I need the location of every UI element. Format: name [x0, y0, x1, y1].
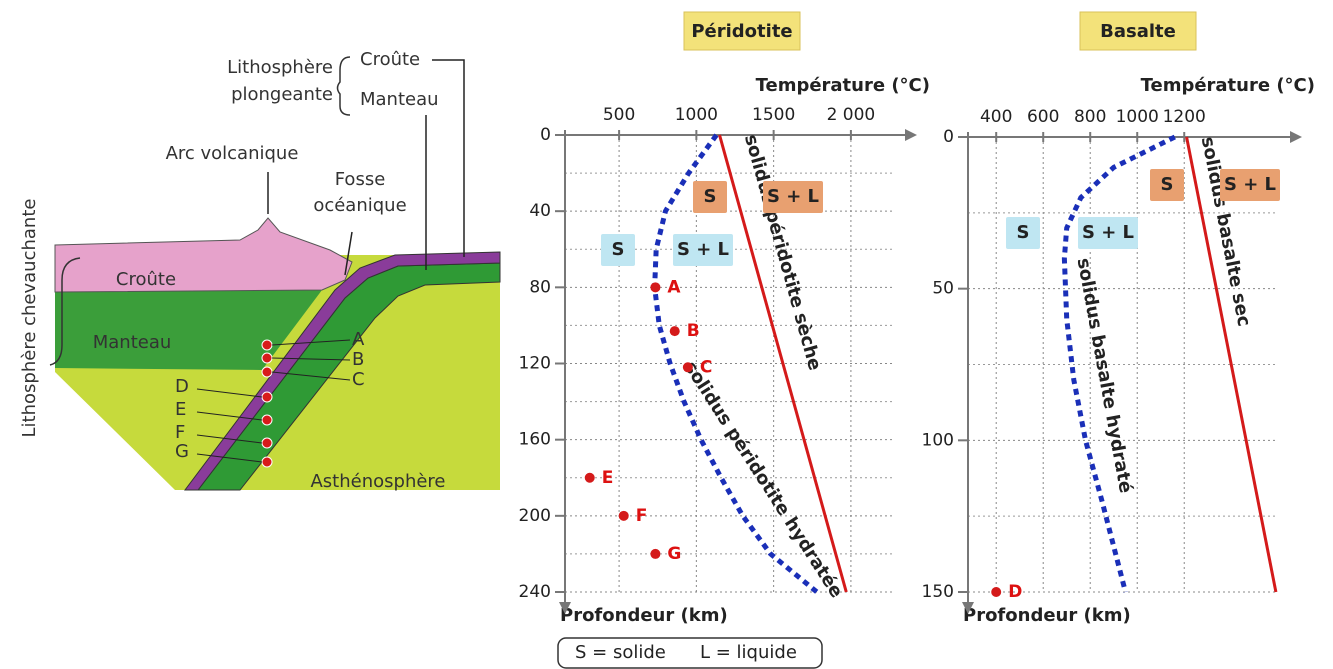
- region-label: S: [704, 186, 717, 207]
- crust-area: [55, 218, 352, 292]
- region-label: S + L: [1224, 174, 1276, 195]
- sample-dot: [262, 353, 272, 363]
- point-label: G: [667, 544, 681, 564]
- diagram-label: E: [175, 399, 186, 420]
- diagram-label: A: [352, 329, 365, 350]
- region-label: S: [1161, 174, 1174, 195]
- y-tick-label: 160: [519, 430, 551, 450]
- point-label: A: [667, 277, 681, 297]
- diagram-label: Asthénosphère: [310, 471, 445, 492]
- y-tick-label: 100: [922, 430, 954, 450]
- y-axis-title: Profondeur (km): [560, 605, 728, 626]
- y-tick-label: 0: [943, 127, 954, 147]
- sample-dot: [262, 392, 272, 402]
- x-tick-label: 1200: [1163, 107, 1206, 127]
- region-label: S: [612, 239, 625, 260]
- sample-dot: [262, 438, 272, 448]
- region-label: S + L: [677, 239, 729, 260]
- x-tick-label: 800: [1074, 107, 1106, 127]
- y-tick-label: 0: [540, 125, 551, 145]
- y-tick-label: 240: [519, 582, 551, 602]
- diagram-label: océanique: [313, 195, 406, 216]
- sample-point: [683, 362, 693, 372]
- y-tick-label: 80: [529, 277, 551, 297]
- point-label: C: [700, 357, 712, 377]
- legend-note: L = liquide: [700, 642, 797, 663]
- diagram-label: Lithosphère: [227, 57, 333, 78]
- x-tick-label: 1000: [675, 105, 718, 125]
- y-tick-label: 150: [922, 582, 954, 602]
- x-axis-title: Température (°C): [756, 75, 930, 96]
- x-tick-label: 1000: [1116, 107, 1159, 127]
- diagram-label: Manteau: [93, 332, 172, 353]
- point-label: D: [1008, 582, 1022, 602]
- diagram-label: D: [175, 376, 189, 397]
- x-tick-label: 600: [1027, 107, 1059, 127]
- diagram-label: G: [175, 441, 189, 462]
- curve-label: solidus basalte hydraté: [1073, 256, 1137, 494]
- diagram-label: Croûte: [116, 269, 176, 290]
- x-axis-title: Température (°C): [1141, 75, 1315, 96]
- bracket: [338, 57, 351, 115]
- sample-point: [991, 587, 1001, 597]
- chart-title: Péridotite: [691, 21, 792, 42]
- sample-point: [670, 326, 680, 336]
- sample-point: [619, 511, 629, 521]
- point-label: B: [687, 321, 700, 341]
- x-axis-arrow: [1290, 131, 1302, 143]
- y-axis-title: Profondeur (km): [963, 605, 1131, 626]
- diagram-label: Manteau: [360, 89, 439, 110]
- legend-note: S = solide: [575, 642, 666, 663]
- region-label: S + L: [1082, 222, 1134, 243]
- diagram-label: Lithosphère chevauchante: [19, 199, 40, 438]
- curve-label: solidus péridotite hydratée: [680, 358, 847, 602]
- y-tick-label: 50: [932, 279, 954, 299]
- diagram-label: plongeante: [231, 84, 333, 105]
- x-axis-arrow: [905, 129, 917, 141]
- sample-point: [650, 549, 660, 559]
- sample-point: [585, 473, 595, 483]
- y-tick-label: 40: [529, 201, 551, 221]
- chart-title: Basalte: [1100, 21, 1176, 42]
- x-tick-label: 500: [603, 105, 635, 125]
- diagram-label: Arc volcanique: [166, 143, 299, 164]
- chart: Basalte Température (°C) Profondeur (km) 40…: [922, 12, 1315, 626]
- diagram-label: Fosse: [335, 169, 386, 190]
- sample-dot: [262, 367, 272, 377]
- diagram-label: C: [352, 369, 365, 390]
- sample-dot: [262, 415, 272, 425]
- point-label: F: [636, 506, 648, 526]
- x-tick-label: 400: [980, 107, 1012, 127]
- sample-dot: [262, 457, 272, 467]
- chart: Péridotite Température (°C) Profondeur (km…: [519, 12, 930, 626]
- diagram-label: B: [352, 349, 364, 370]
- y-tick-label: 120: [519, 354, 551, 374]
- page: { "diagram": { "side_label": "Lithosphèr…: [0, 0, 1333, 669]
- sample-dot: [262, 340, 272, 350]
- region-label: S: [1017, 222, 1030, 243]
- sample-point: [650, 282, 660, 292]
- region-label: S + L: [767, 186, 819, 207]
- point-label: E: [602, 468, 614, 488]
- y-tick-label: 200: [519, 506, 551, 526]
- x-tick-label: 1500: [752, 105, 795, 125]
- diagram-label: Croûte: [360, 49, 420, 70]
- diagram-label: F: [175, 422, 185, 443]
- figure: Lithosphère chevauchante Lithosphère plong…: [0, 0, 1333, 669]
- x-tick-label: 2 000: [827, 105, 876, 125]
